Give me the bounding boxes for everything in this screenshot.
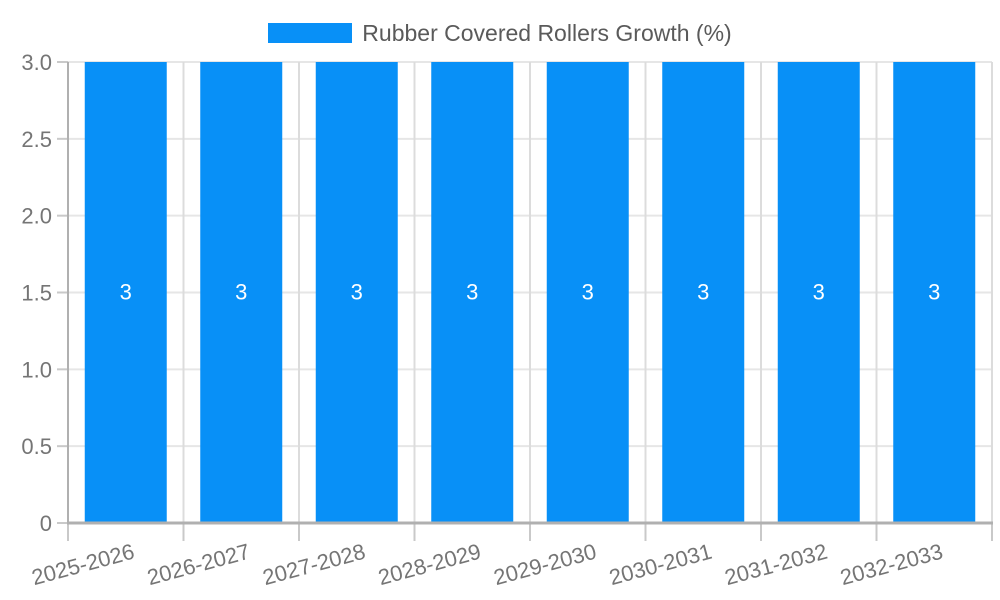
y-axis-label: 0: [40, 511, 52, 536]
bar-2027-2028[interactable]: [315, 62, 398, 523]
bar-value-label: 3: [813, 280, 825, 305]
bar-value-label: 3: [120, 280, 132, 305]
y-axis-label: 3.0: [21, 50, 52, 75]
bar-value-label: 3: [466, 280, 478, 305]
y-axis-label: 0.5: [21, 434, 52, 459]
x-axis-label: 2032-2033: [837, 539, 945, 590]
x-axis-label: 2029-2030: [491, 539, 599, 590]
y-axis-label: 1.5: [21, 281, 52, 306]
x-axis-label: 2027-2028: [260, 539, 368, 590]
x-axis-label: 2031-2032: [722, 539, 830, 590]
bar-2031-2032[interactable]: [777, 62, 860, 523]
bar-value-label: 3: [697, 280, 709, 305]
bar-value-label: 3: [351, 280, 363, 305]
x-axis-label: 2026-2027: [144, 539, 252, 590]
x-axis-label: 2030-2031: [606, 539, 714, 590]
bar-2032-2033[interactable]: [893, 62, 976, 523]
y-axis-label: 2.0: [21, 204, 52, 229]
bar-2028-2029[interactable]: [431, 62, 514, 523]
x-axis-label: 2025-2026: [29, 539, 137, 590]
y-axis-label: 1.0: [21, 357, 52, 382]
x-axis-label: 2028-2029: [375, 539, 483, 590]
bar-2025-2026[interactable]: [84, 62, 167, 523]
bar-2029-2030[interactable]: [546, 62, 629, 523]
bar-value-label: 3: [235, 280, 247, 305]
bar-2026-2027[interactable]: [200, 62, 283, 523]
bar-value-label: 3: [928, 280, 940, 305]
bar-value-label: 3: [582, 280, 594, 305]
y-axis-label: 2.5: [21, 127, 52, 152]
bar-2030-2031[interactable]: [662, 62, 745, 523]
